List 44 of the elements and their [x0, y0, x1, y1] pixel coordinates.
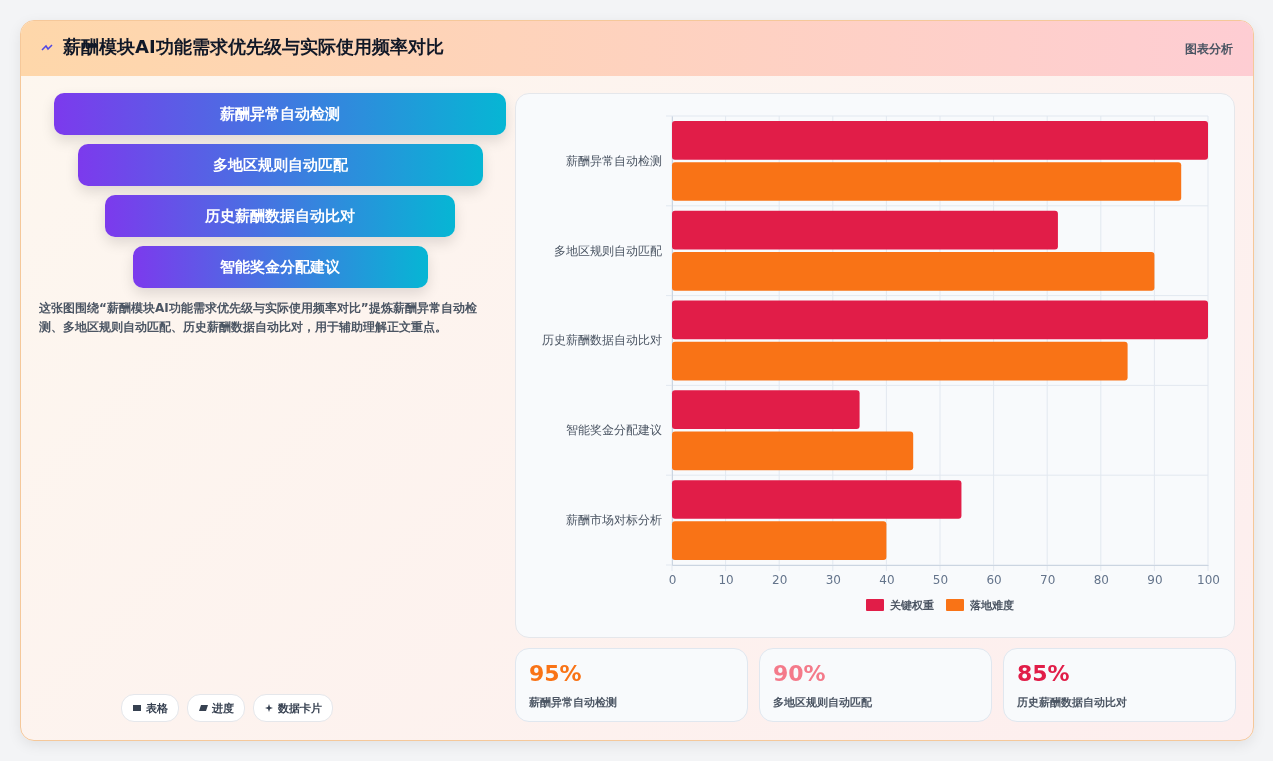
text: 薪酬异常自动检测 — [529, 695, 617, 710]
text: 表格 — [146, 700, 168, 716]
bar — [672, 431, 914, 471]
x-tick-label: 90 — [1147, 572, 1163, 587]
x-tick-label: 50 — [932, 572, 949, 587]
bar — [672, 210, 1058, 250]
x-tick-label: 70 — [1040, 572, 1056, 587]
text: 数据卡片 — [278, 700, 322, 716]
x-tick-label: 40 — [879, 572, 895, 587]
y-tick-label: 薪酬异常自动检测 — [566, 153, 662, 168]
x-tick-label: 100 — [1197, 572, 1220, 587]
x-tick-label: 20 — [772, 572, 788, 587]
category-label: 多地区规则自动匹配 — [77, 144, 483, 186]
bar — [672, 162, 1182, 201]
bar — [672, 521, 887, 561]
category-label: 薪酬异常自动检测 — [54, 93, 506, 135]
x-tick-label: 60 — [986, 572, 1002, 587]
text: 这张图围绕“薪酬模块AI功能需求优先级与实际使用频率对比”提炼薪酬异常自动检测、多地区规则自动匹配、历史薪酬数据自动比对，用于辅助理解正文重点。 — [39, 300, 478, 336]
text: 多地区规则自动匹配 — [773, 695, 872, 710]
x-tick-label: 30 — [825, 572, 841, 587]
x-tick-label: 80 — [1093, 572, 1109, 587]
legend-label: 落地难度 — [969, 599, 1014, 612]
y-tick-label: 薪酬市场对标分析 — [566, 512, 662, 527]
bar — [672, 480, 962, 519]
y-tick-label: 多地区规则自动匹配 — [554, 243, 662, 258]
legend-label: 关键权重 — [889, 599, 934, 612]
y-tick-label: 智能奖金分配建议 — [566, 423, 662, 438]
x-tick-label: 0 — [668, 572, 677, 587]
category-label: 智能奖金分配建议 — [132, 246, 428, 288]
x-tick-label: 10 — [718, 572, 734, 587]
text: 薪酬模块AI功能需求优先级与实际使用频率对比 — [63, 35, 444, 59]
y-tick-label: 历史薪酬数据自动比对 — [542, 333, 662, 348]
text: 图表分析 — [1185, 41, 1233, 58]
bar — [672, 251, 1155, 291]
bar — [672, 300, 1208, 340]
bar — [672, 390, 860, 430]
text: 90% — [773, 661, 826, 686]
text: 历史薪酬数据自动比对 — [1017, 695, 1127, 710]
category-label: 历史薪酬数据自动比对 — [105, 195, 455, 237]
bar — [672, 120, 1208, 160]
bar — [672, 341, 1128, 381]
text: 95% — [529, 661, 582, 686]
text: 85% — [1017, 661, 1070, 686]
text: 进度 — [212, 700, 234, 716]
